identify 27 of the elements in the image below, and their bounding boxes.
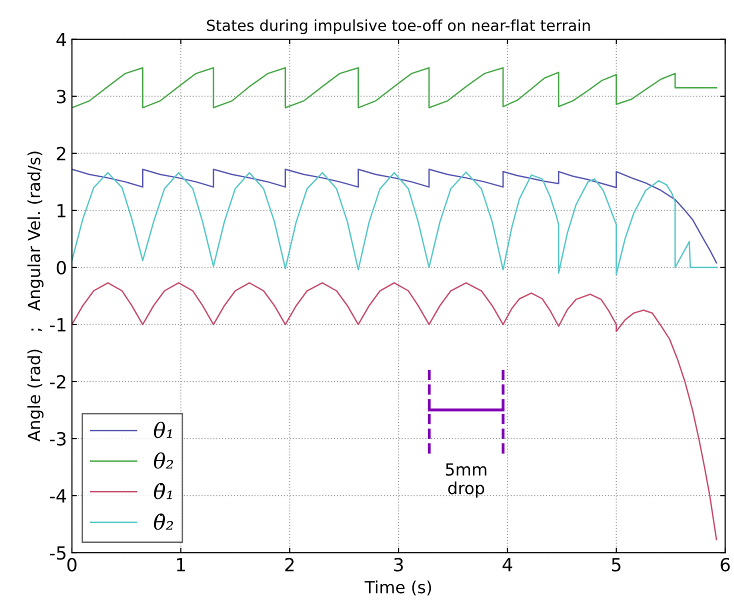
line-series xyxy=(72,282,718,540)
legend-label: θ₁ xyxy=(154,422,172,438)
x-tick-label: 4 xyxy=(502,558,512,572)
y-tick-label: 3 xyxy=(56,90,66,104)
y-axis-title: Angle (rad) ; Angular Vel. (rad/s) xyxy=(27,152,44,442)
x-tick-label: 2 xyxy=(285,558,294,572)
legend-label: θ̇₁ xyxy=(154,482,172,500)
y-tick-label: -4 xyxy=(50,489,66,502)
y-tick-label: 2 xyxy=(56,146,66,160)
y-tick-label: 4 xyxy=(56,32,66,46)
legend-label: θ₂ xyxy=(154,452,174,469)
legend-label: θ̇₂ xyxy=(154,514,174,530)
y-tick-label: -5 xyxy=(50,546,66,560)
annotation: 5mm drop xyxy=(446,463,486,498)
x-tick-label: 3 xyxy=(394,558,403,572)
y-tick-label: -3 xyxy=(50,432,66,446)
x-axis-title: Time (s) xyxy=(364,580,432,596)
y-tick-label: 1 xyxy=(58,204,66,218)
x-tick-label: 5 xyxy=(612,558,620,572)
y-tick-label: -1 xyxy=(50,318,66,332)
y-tick-label: -2 xyxy=(50,374,66,388)
x-tick-label: 1 xyxy=(177,558,185,572)
x-tick-label: 6 xyxy=(720,558,730,572)
y-tick-label: 0 xyxy=(56,260,66,275)
x-tick-label: 0 xyxy=(67,558,76,572)
line-series xyxy=(72,67,718,108)
chart-title: States during impulsive toe-off on near-flat terrain xyxy=(207,19,590,34)
